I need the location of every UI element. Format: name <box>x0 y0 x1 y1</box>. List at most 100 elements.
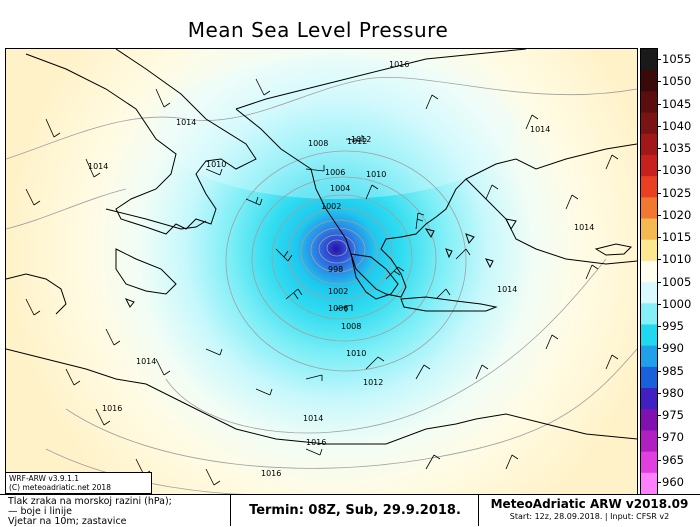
colorbar-label: 960 <box>662 474 684 489</box>
colorbar-label: 995 <box>662 319 684 334</box>
colorbar-tick <box>657 415 661 417</box>
contour-label: 1014 <box>176 118 196 127</box>
footer: Tlak zraka na morskoj razini (hPa); — bo… <box>0 494 700 527</box>
colorbar-segment <box>641 303 657 325</box>
colorbar-tick <box>657 59 661 61</box>
colorbar-tick <box>657 481 661 483</box>
colorbar-label: 985 <box>662 363 684 378</box>
contour-label: 1014 <box>497 285 517 294</box>
colorbar-segment <box>641 430 657 453</box>
legend-description: Tlak zraka na morskoj razini (hPa); — bo… <box>5 495 231 527</box>
coastlines <box>6 49 637 445</box>
contour-label: 1014 <box>303 414 323 423</box>
legend-line: Vjetar na 10m; zastavice <box>8 516 127 527</box>
contour-label: 1012 <box>351 135 371 144</box>
contour-labels: 1016 1014 1012 1014 1014 1010 1008 1012 … <box>88 60 594 478</box>
contour-label: 1012 <box>363 378 383 387</box>
model-info-box: WRF-ARW v3.9.1.1 (C) meteoadriatic.net 2… <box>5 472 152 494</box>
colorbar-label: 980 <box>662 385 684 400</box>
colorbar-tick <box>657 303 661 305</box>
colorbar-segment <box>641 366 657 389</box>
colorbar-label: 1015 <box>662 230 692 245</box>
colorbar-label: 1000 <box>662 296 692 311</box>
colorbar-tick <box>657 81 661 83</box>
colorbar-segment <box>641 197 657 220</box>
contour-label: 1002 <box>328 287 348 296</box>
legend-line: Tlak zraka na morskoj razini (hPa); <box>8 496 172 507</box>
colorbar-label: 1020 <box>662 207 692 222</box>
colorbar-segment <box>641 345 657 368</box>
colorbar-tick <box>657 370 661 372</box>
colorbar-tick <box>657 214 661 216</box>
contour-label: 1016 <box>306 438 326 447</box>
colorbar-tick <box>657 103 661 105</box>
pressure-map: 1016 1014 1012 1014 1014 1010 1008 1012 … <box>5 48 638 496</box>
colorbar-label: 1040 <box>662 118 692 133</box>
contour-label: 1008 <box>308 139 328 148</box>
contour-label: 1014 <box>574 223 594 232</box>
colorbar-tick <box>657 259 661 261</box>
contour-label: 1002 <box>321 202 341 211</box>
colorbar-segment <box>641 49 657 71</box>
contour-label: 998 <box>328 265 343 274</box>
colorbar-tick <box>657 237 661 239</box>
colorbar-segment <box>641 91 657 114</box>
colorbar-tick <box>657 125 661 127</box>
copyright: (C) meteoadriatic.net 2018 <box>9 483 111 492</box>
colorbar-label: 1050 <box>662 74 692 89</box>
colorbar-label: 970 <box>662 430 684 445</box>
valid-time: Termin: 08Z, Sub, 29.9.2018. <box>232 495 479 526</box>
colorbar-label: 975 <box>662 408 684 423</box>
colorbar-tick <box>657 148 661 150</box>
colorbar-segment <box>641 239 657 262</box>
contour-label: 1016 <box>261 469 281 478</box>
pressure-colorbar <box>640 48 658 495</box>
model-start: Start: 12z, 28.09.2018. | Input: CFSR v2 <box>509 512 670 521</box>
contour-label: 1014 <box>136 357 156 366</box>
colorbar-label: 1005 <box>662 274 692 289</box>
colorbar-tick <box>657 192 661 194</box>
colorbar-segment <box>641 112 657 135</box>
colorbar-label: 1035 <box>662 141 692 156</box>
contour-label: 1010 <box>206 160 226 169</box>
colorbar-tick <box>657 348 661 350</box>
colorbar-label: 1010 <box>662 252 692 267</box>
contour-label: 1006 <box>328 304 348 313</box>
colorbar-label: 965 <box>662 452 684 467</box>
colorbar-label: 1030 <box>662 163 692 178</box>
contour-label: 1016 <box>102 404 122 413</box>
contour-label: 1010 <box>346 349 366 358</box>
colorbar-segment <box>641 409 657 431</box>
colorbar-tick <box>657 281 661 283</box>
contour-label: 1006 <box>325 168 345 177</box>
colorbar-segment <box>641 388 657 410</box>
colorbar-segment <box>641 324 657 347</box>
colorbar-label: 990 <box>662 341 684 356</box>
colorbar-segment <box>641 154 657 177</box>
colorbar-tick <box>657 437 661 439</box>
colorbar-segment <box>641 260 657 283</box>
colorbar-tick <box>657 392 661 394</box>
contour-label: 1010 <box>366 170 386 179</box>
colorbar-label: 1025 <box>662 185 692 200</box>
map-title: Mean Sea Level Pressure <box>187 18 449 42</box>
colorbar-tick <box>657 326 661 328</box>
contour-label: 1016 <box>389 60 409 69</box>
contour-label: 1014 <box>530 125 550 134</box>
colorbar-segment <box>641 70 657 92</box>
colorbar-segment <box>641 282 657 304</box>
contour-label: 1008 <box>341 322 361 331</box>
colorbar-label: 1055 <box>662 52 692 67</box>
colorbar-label: 1045 <box>662 96 692 111</box>
model-version: WRF-ARW v3.9.1.1 <box>9 474 79 483</box>
colorbar-segment <box>641 472 657 494</box>
colorbar-tick <box>657 459 661 461</box>
colorbar-segment <box>641 218 657 241</box>
colorbar-segment <box>641 451 657 474</box>
isobars <box>6 76 637 495</box>
model-name: MeteoAdriatic ARW v2018.09 <box>490 497 689 511</box>
contour-label: 1014 <box>88 162 108 171</box>
colorbar-tick <box>657 170 661 172</box>
contour-label: 1012 <box>347 137 367 146</box>
colorbar-segment <box>641 176 657 198</box>
